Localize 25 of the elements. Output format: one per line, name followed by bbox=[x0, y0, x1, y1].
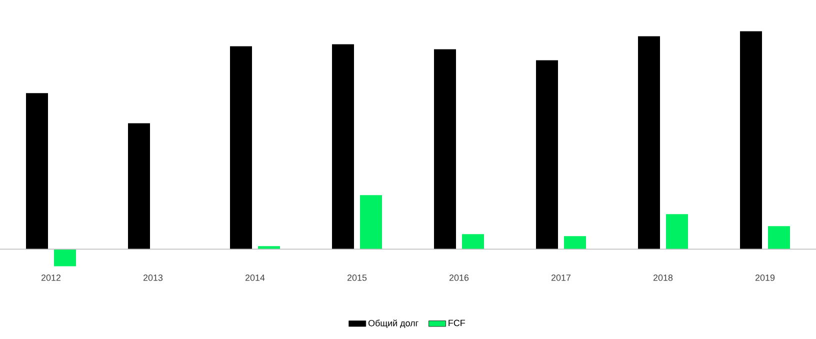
x-tick-label: 2018 bbox=[653, 274, 673, 281]
legend-label: Общий долг bbox=[368, 320, 418, 328]
x-tick-label: 2014 bbox=[245, 274, 265, 281]
x-tick-label: 2012 bbox=[41, 274, 61, 281]
x-tick-label: 2016 bbox=[449, 274, 469, 281]
legend-label: FCF bbox=[448, 320, 466, 326]
bar bbox=[230, 46, 252, 250]
bar bbox=[360, 195, 382, 250]
bar bbox=[54, 249, 76, 266]
bar bbox=[740, 31, 762, 250]
x-tick-label: 2019 bbox=[755, 274, 775, 281]
bar bbox=[128, 123, 150, 250]
x-tick-label: 2013 bbox=[143, 274, 163, 281]
x-tick-label: 2017 bbox=[551, 274, 571, 281]
bar bbox=[536, 60, 558, 250]
bar bbox=[666, 214, 688, 250]
x-tick-label: 2015 bbox=[347, 274, 367, 281]
bar bbox=[462, 234, 484, 250]
bar bbox=[332, 44, 354, 250]
bar bbox=[26, 93, 48, 250]
bar bbox=[638, 36, 660, 250]
bar bbox=[564, 236, 586, 250]
bar bbox=[434, 49, 456, 250]
bar bbox=[258, 246, 280, 250]
bar bbox=[768, 226, 790, 250]
